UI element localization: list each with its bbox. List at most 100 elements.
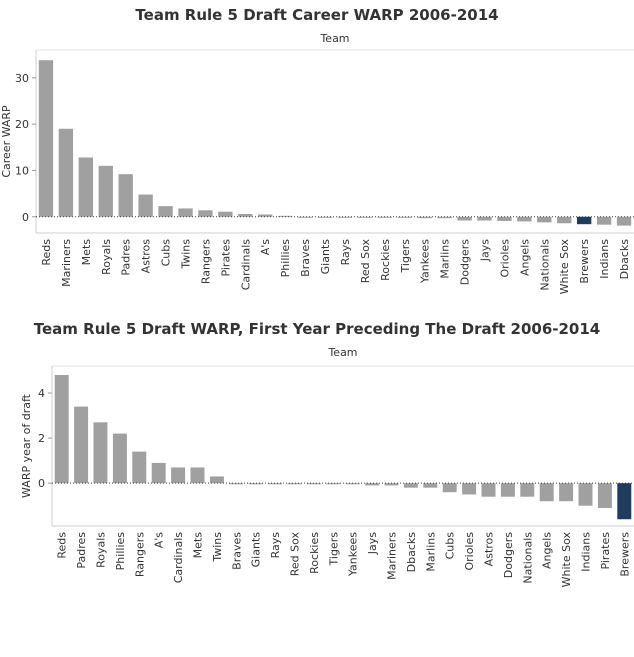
bar-mets[interactable] — [78, 157, 94, 217]
y-tick-label: 10 — [15, 164, 29, 177]
y-tick-label: 30 — [15, 72, 29, 85]
x-tick-label: Mets — [192, 532, 205, 559]
bar-rangers[interactable] — [198, 210, 213, 217]
bar-mets[interactable] — [190, 467, 205, 484]
x-tick-label: Rockies — [379, 239, 392, 281]
x-tick-label: Mariners — [386, 532, 399, 580]
bar-reds[interactable] — [38, 60, 54, 217]
x-tick-label: Yankees — [347, 532, 360, 577]
x-tick-label: Nationals — [521, 532, 534, 584]
bar-orioles[interactable] — [497, 216, 512, 221]
first-year-warp-plot: 0 2 4 WARP year of draft Reds Padres Royals Phi… — [20, 365, 634, 588]
bar-dbacks[interactable] — [403, 483, 418, 488]
bar-giants[interactable] — [317, 216, 333, 218]
bar-padres[interactable] — [74, 406, 89, 484]
bar-pirates[interactable] — [597, 483, 612, 508]
bar-white-sox[interactable] — [557, 216, 572, 224]
bar-tigers[interactable] — [397, 216, 412, 218]
bar-mariners[interactable] — [58, 128, 74, 217]
bar-jays[interactable] — [365, 483, 380, 486]
x-tick-label: Giants — [319, 239, 332, 275]
bar-red-sox[interactable] — [287, 483, 302, 485]
x-tick-label: Angels — [518, 239, 531, 276]
bar-brewers[interactable] — [576, 216, 592, 225]
bar-mariners[interactable] — [384, 483, 399, 486]
x-tick-label: Indians — [580, 532, 593, 572]
bar-dodgers[interactable] — [457, 216, 472, 221]
x-tick-label: Dbacks — [618, 239, 631, 280]
bar-twins[interactable] — [209, 476, 224, 484]
bar-cardinals[interactable] — [238, 214, 253, 217]
x-tick-label: Dbacks — [405, 532, 418, 573]
bar-phillies[interactable] — [112, 433, 127, 484]
x-tick-label: Marlins — [439, 239, 452, 279]
bar-nationals[interactable] — [520, 483, 535, 497]
bar-angels[interactable] — [539, 483, 554, 502]
bar-rangers[interactable] — [132, 451, 147, 484]
bar-royals[interactable] — [93, 422, 108, 484]
bar-twins[interactable] — [178, 208, 193, 217]
x-tick-label: Red Sox — [359, 239, 372, 284]
x-tick-label: Brewers — [618, 532, 631, 577]
bar-royals[interactable] — [98, 165, 113, 217]
x-tick-label: White Sox — [560, 532, 573, 588]
bar-rays[interactable] — [337, 216, 353, 218]
x-tick-label: A's — [259, 239, 272, 256]
bar-rockies[interactable] — [306, 483, 321, 485]
bar-indians[interactable] — [596, 216, 612, 225]
chart-title: Team Rule 5 Draft Career WARP 2006-2014 — [135, 6, 499, 24]
x-tick-label: Red Sox — [289, 532, 302, 577]
x-tick-label: Angels — [541, 532, 554, 569]
bar-pirates[interactable] — [218, 211, 233, 217]
first-year-warp-chart: Team Rule 5 Draft WARP, First Year Prece… — [0, 312, 634, 652]
x-tick-label: Cubs — [444, 532, 457, 560]
x-tick-label: Rangers — [133, 532, 146, 577]
bar-dodgers[interactable] — [500, 483, 515, 497]
bar-cubs[interactable] — [158, 206, 173, 217]
x-tick-label: Astros — [483, 532, 496, 567]
bar-tigers[interactable] — [326, 483, 341, 485]
x-tick-label: Rangers — [199, 239, 212, 284]
x-tick-label: A's — [153, 532, 166, 549]
bar-marlins[interactable] — [437, 216, 452, 219]
x-tick-label: Giants — [250, 532, 263, 568]
bar-a-s[interactable] — [151, 462, 166, 484]
x-tick-label: Jays — [479, 239, 492, 262]
bar-brewers[interactable] — [617, 483, 632, 520]
bar-jays[interactable] — [477, 216, 492, 221]
x-tick-label: Braves — [299, 239, 312, 277]
x-tick-label: Pirates — [219, 239, 232, 277]
bar-angels[interactable] — [517, 216, 532, 222]
bar-braves[interactable] — [229, 483, 244, 485]
bar-astros[interactable] — [138, 194, 153, 217]
bar-rays[interactable] — [268, 483, 283, 485]
x-tick-label: Tigers — [399, 239, 412, 274]
bar-dbacks[interactable] — [616, 216, 632, 226]
y-tick-label: 20 — [15, 118, 29, 131]
x-tick-label: Royals — [100, 239, 113, 275]
x-tick-label: Phillies — [114, 532, 127, 571]
x-tick-label: Mets — [80, 239, 93, 266]
bar-padres[interactable] — [118, 174, 133, 217]
bar-giants[interactable] — [248, 483, 263, 485]
bar-cardinals[interactable] — [171, 467, 186, 484]
bar-marlins[interactable] — [423, 483, 438, 488]
bar-yankees[interactable] — [417, 216, 432, 219]
x-header-label: Team — [320, 32, 350, 45]
bar-astros[interactable] — [481, 483, 496, 497]
bar-yankees[interactable] — [345, 483, 360, 485]
bar-cubs[interactable] — [442, 483, 457, 493]
bar-braves[interactable] — [297, 216, 313, 218]
bar-indians[interactable] — [578, 483, 593, 506]
x-tick-label: Brewers — [578, 239, 591, 284]
bar-a-s[interactable] — [258, 214, 273, 217]
bar-reds[interactable] — [54, 375, 69, 484]
x-tick-label: Rays — [339, 239, 352, 266]
bar-red-sox[interactable] — [357, 216, 373, 218]
bar-orioles[interactable] — [462, 483, 477, 495]
career-warp-plot: 0 10 20 30 Career WARP Reds Mariners Mets Royals… — [0, 49, 634, 294]
x-tick-label: Jays — [366, 532, 379, 555]
bar-nationals[interactable] — [537, 216, 552, 223]
bar-white-sox[interactable] — [559, 483, 574, 502]
x-tick-label: Reds — [56, 532, 69, 559]
